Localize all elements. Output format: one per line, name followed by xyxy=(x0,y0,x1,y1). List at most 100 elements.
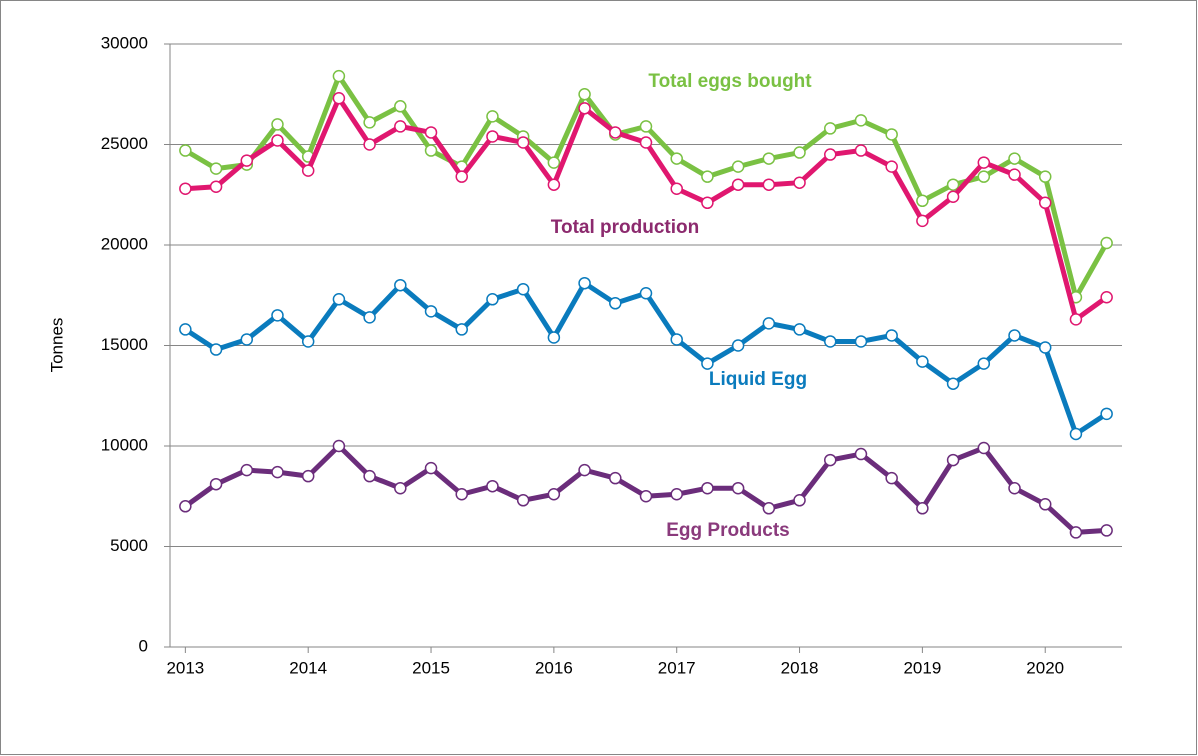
y-tick-label: 10000 xyxy=(101,435,148,454)
point xyxy=(394,100,407,113)
point xyxy=(209,343,223,356)
point xyxy=(609,126,622,139)
point xyxy=(394,120,407,133)
point xyxy=(394,278,407,292)
point xyxy=(424,305,438,318)
point xyxy=(916,502,929,515)
point xyxy=(885,160,898,173)
point xyxy=(762,502,776,515)
point xyxy=(639,120,653,133)
point xyxy=(609,471,622,485)
x-tick-label: 2017 xyxy=(658,658,696,677)
x-tick-label: 2018 xyxy=(781,658,819,677)
point xyxy=(271,309,284,322)
point xyxy=(179,323,192,336)
point xyxy=(731,339,745,352)
point xyxy=(854,144,868,157)
point xyxy=(854,447,868,461)
x-tick-label: 2013 xyxy=(166,658,204,677)
point xyxy=(547,331,561,344)
point xyxy=(1008,329,1021,342)
x-tick-label: 2015 xyxy=(412,658,450,677)
point xyxy=(424,461,438,475)
point xyxy=(1038,196,1052,210)
point xyxy=(179,144,192,157)
point xyxy=(1100,524,1113,537)
point xyxy=(301,469,315,483)
point xyxy=(793,146,806,159)
point xyxy=(793,176,806,189)
point xyxy=(701,357,714,370)
series-label: Total production xyxy=(551,217,699,238)
point xyxy=(731,481,745,495)
y-tick-label: 30000 xyxy=(101,33,148,52)
point xyxy=(455,170,468,183)
point xyxy=(240,154,254,167)
point xyxy=(516,494,530,507)
point xyxy=(977,170,991,183)
point xyxy=(424,144,438,157)
point xyxy=(1038,341,1052,354)
point xyxy=(271,134,284,147)
point xyxy=(1038,170,1052,183)
point xyxy=(332,293,346,306)
point xyxy=(670,182,683,195)
point xyxy=(762,152,776,165)
point xyxy=(824,122,837,135)
point xyxy=(946,178,960,191)
point xyxy=(1100,236,1113,250)
point xyxy=(977,441,991,455)
x-tick-label: 2016 xyxy=(535,658,573,677)
point xyxy=(854,114,868,127)
y-axis-label: Tonnes xyxy=(47,318,66,373)
y-tick-label: 25000 xyxy=(101,134,148,153)
point xyxy=(209,162,223,175)
point xyxy=(332,439,346,453)
point xyxy=(332,69,346,83)
point xyxy=(977,357,991,370)
point xyxy=(1008,152,1021,165)
point xyxy=(1038,498,1052,511)
point xyxy=(885,471,898,485)
point xyxy=(946,453,960,467)
point xyxy=(916,355,929,368)
point xyxy=(701,170,714,183)
x-tick-label: 2014 xyxy=(289,658,327,677)
point xyxy=(854,335,868,348)
series-label: Liquid Egg xyxy=(709,369,807,390)
point xyxy=(670,487,683,501)
point xyxy=(885,128,898,141)
point xyxy=(916,194,929,208)
point xyxy=(424,126,438,139)
point xyxy=(762,317,776,330)
point xyxy=(916,214,929,228)
point xyxy=(1100,407,1113,421)
point xyxy=(1008,168,1021,181)
point xyxy=(1069,313,1083,326)
point xyxy=(1100,291,1113,304)
series-label: Total eggs bought xyxy=(648,71,812,92)
point xyxy=(516,282,530,296)
point xyxy=(486,110,499,123)
point xyxy=(701,196,714,210)
point xyxy=(486,479,499,493)
point xyxy=(670,152,683,165)
point xyxy=(1008,481,1021,495)
point xyxy=(547,156,561,169)
point xyxy=(209,477,223,491)
point xyxy=(363,469,376,483)
point xyxy=(547,487,561,501)
point xyxy=(639,136,653,149)
point xyxy=(578,276,591,290)
point xyxy=(179,182,192,195)
point xyxy=(578,102,591,115)
point xyxy=(578,463,591,477)
point xyxy=(332,92,346,105)
point xyxy=(793,323,806,336)
point xyxy=(547,178,561,191)
point xyxy=(762,178,776,191)
x-tick-label: 2019 xyxy=(903,658,941,677)
point xyxy=(209,180,223,193)
